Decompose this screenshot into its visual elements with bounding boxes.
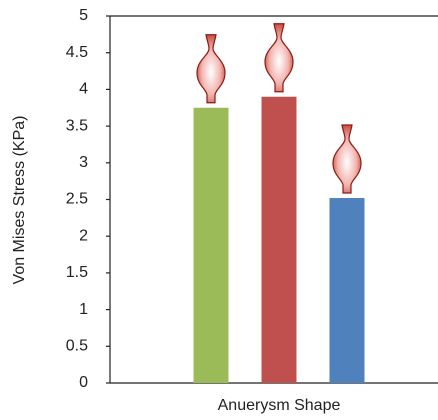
y-tick-label: 4 — [79, 81, 88, 98]
y-tick-label: 0.5 — [66, 338, 88, 355]
y-tick-label: 2.5 — [66, 191, 88, 208]
y-tick-label: 3.5 — [66, 117, 88, 134]
aneurysm-icon — [265, 24, 293, 92]
y-tick-label: 2 — [79, 227, 88, 244]
y-tick-label: 3 — [79, 154, 88, 171]
y-tick-label: 1.5 — [66, 264, 88, 281]
bar — [330, 198, 365, 383]
y-tick-label: 4.5 — [66, 44, 88, 61]
y-tick-label: 0 — [79, 374, 88, 391]
y-tick-label: 5 — [79, 7, 88, 24]
bar — [194, 108, 229, 383]
bar — [262, 97, 297, 383]
aneurysm-icon — [197, 35, 225, 103]
chart: Von Mises Stress (KPa) Anuerysm Shape 0 0… — [0, 0, 438, 420]
y-tick-label: 1 — [79, 301, 88, 318]
aneurysm-icon — [333, 125, 361, 193]
y-axis-title: Von Mises Stress (KPa) — [11, 116, 28, 285]
x-axis-title: Anuerysm Shape — [218, 397, 341, 414]
